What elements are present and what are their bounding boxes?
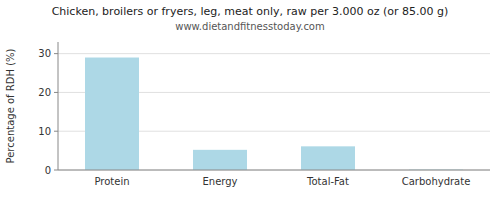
- x-axis: Protein Energy Total-Fat Carbohydrate: [94, 176, 470, 187]
- y-tick-label: 10: [38, 126, 51, 137]
- chart: Chicken, broilers or fryers, leg, meat o…: [0, 0, 500, 200]
- y-axis: 0 10 20 30: [38, 48, 490, 175]
- x-tick-label: Protein: [94, 176, 129, 187]
- y-tick: [54, 53, 58, 54]
- bars: [85, 58, 463, 170]
- y-tick-label: 0: [45, 165, 51, 176]
- y-axis-label: Percentage of RDH (%): [5, 48, 16, 163]
- grid-line: [58, 53, 490, 54]
- bar: [85, 58, 139, 170]
- grid-line: [58, 170, 490, 171]
- y-axis-line: [58, 42, 59, 170]
- y-tick: [54, 92, 58, 93]
- x-tick-label: Carbohydrate: [402, 176, 471, 187]
- chart-container: Chicken, broilers or fryers, leg, meat o…: [0, 0, 500, 200]
- bar: [193, 150, 247, 170]
- bar: [301, 146, 355, 170]
- y-tick-label: 30: [38, 48, 51, 59]
- x-axis-line: [58, 170, 490, 171]
- y-tick: [54, 131, 58, 132]
- x-tick-label: Energy: [202, 176, 237, 187]
- x-tick-label: Total-Fat: [306, 176, 349, 187]
- subtitle: www.dietandfitnesstoday.com: [175, 21, 324, 32]
- title: Chicken, broilers or fryers, leg, meat o…: [52, 5, 449, 18]
- y-tick: [54, 170, 58, 171]
- y-tick-label: 20: [38, 87, 51, 98]
